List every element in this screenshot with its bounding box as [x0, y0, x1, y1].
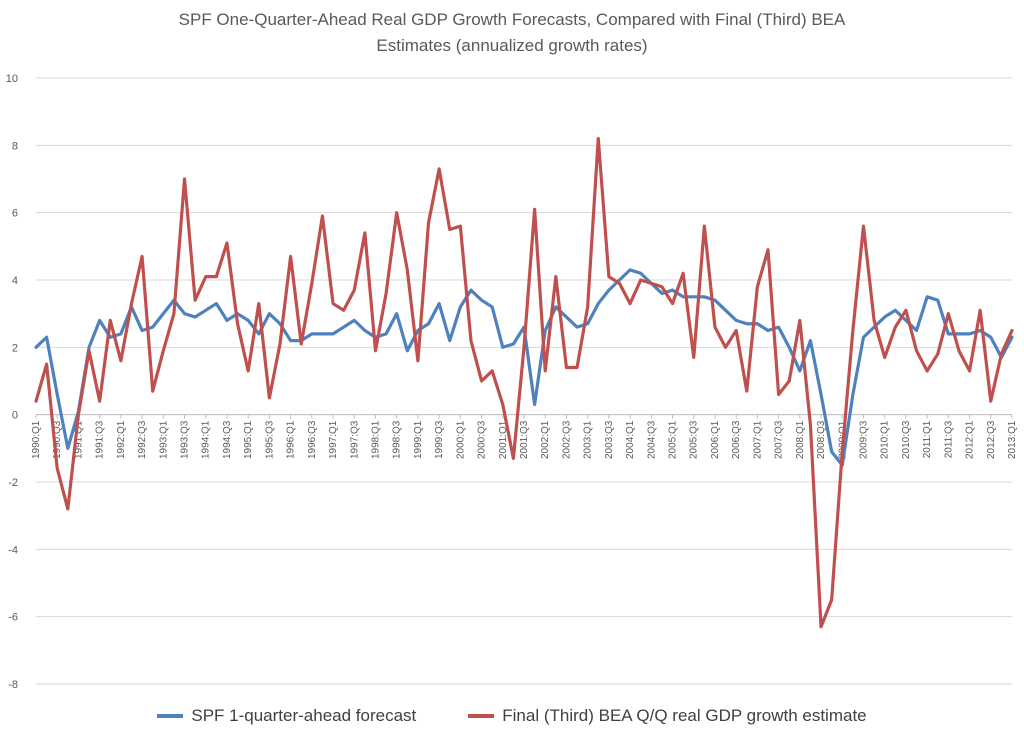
y-tick-label: 6	[12, 208, 18, 220]
x-tick-label: 1998:Q3	[392, 420, 403, 459]
y-tick-label: -4	[8, 544, 18, 556]
x-tick-label: 2005:Q3	[689, 420, 700, 459]
x-tick-label: 2004:Q3	[646, 420, 657, 459]
x-tick-label: 2008:Q1	[795, 420, 806, 459]
x-tick-label: 2006:Q3	[731, 420, 742, 459]
legend-item-spf: SPF 1-quarter-ahead forecast	[157, 706, 416, 726]
y-tick-label: 2	[12, 342, 18, 354]
x-tick-label: 2003:Q3	[604, 420, 615, 459]
x-tick-label: 2007:Q1	[752, 420, 763, 459]
legend-item-bea: Final (Third) BEA Q/Q real GDP growth es…	[468, 706, 867, 726]
legend: SPF 1-quarter-ahead forecast Final (Thir…	[0, 706, 1024, 726]
x-tick-label: 1998:Q1	[370, 420, 381, 459]
x-tick-label: 2011:Q3	[943, 420, 954, 458]
x-tick-label: 2007:Q3	[774, 420, 785, 459]
x-tick-label: 1997:Q1	[328, 420, 339, 459]
x-tick-label: 1991:Q1	[73, 420, 84, 459]
legend-label-bea: Final (Third) BEA Q/Q real GDP growth es…	[502, 706, 867, 725]
x-tick-label: 2001:Q3	[519, 420, 530, 459]
x-tick-label: 2010:Q1	[880, 420, 891, 459]
x-tick-label: 2003:Q1	[583, 420, 594, 459]
y-tick-label: 10	[6, 73, 18, 85]
legend-swatch-spf	[157, 714, 184, 718]
x-tick-label: 1994:Q3	[222, 420, 233, 459]
x-tick-label: 2000:Q1	[455, 420, 466, 459]
x-tick-label: 1996:Q3	[307, 420, 318, 459]
x-tick-label: 1993:Q3	[180, 420, 191, 459]
legend-label-spf: SPF 1-quarter-ahead forecast	[191, 706, 417, 725]
y-tick-label: -2	[8, 477, 18, 489]
x-tick-label: 1995:Q3	[264, 420, 275, 459]
x-tick-label: 2012:Q1	[965, 420, 976, 459]
x-tick-label: 1996:Q1	[286, 420, 297, 459]
x-tick-label: 1993:Q1	[158, 420, 169, 459]
x-tick-label: 1999:Q1	[413, 420, 424, 459]
x-tick-label: 2002:Q3	[561, 420, 572, 459]
x-tick-label: 1991:Q3	[95, 420, 106, 459]
legend-swatch-bea	[468, 714, 495, 718]
x-tick-label: 1994:Q1	[201, 420, 212, 459]
y-tick-label: 4	[12, 275, 18, 287]
chart-title-line-1: SPF One-Quarter-Ahead Real GDP Growth Fo…	[178, 10, 846, 29]
x-tick-label: 2008:Q3	[816, 420, 827, 459]
x-tick-label: 1992:Q3	[137, 420, 148, 459]
y-tick-label: 0	[12, 410, 18, 422]
x-tick-label: 2006:Q1	[710, 420, 721, 459]
x-tick-label: 2013:Q1	[1007, 420, 1018, 459]
chart-title-line-2: Estimates (annualized growth rates)	[376, 36, 648, 55]
x-tick-label: 2010:Q3	[901, 420, 912, 459]
x-tick-label: 1995:Q1	[243, 420, 254, 459]
x-tick-label: 2000:Q3	[477, 420, 488, 459]
x-tick-label: 2011:Q1	[922, 420, 933, 458]
y-tick-label: 8	[12, 140, 18, 152]
x-tick-label: 2004:Q1	[625, 420, 636, 459]
x-tick-label: 2012:Q3	[986, 420, 997, 459]
x-tick-label: 2009:Q3	[858, 420, 869, 459]
y-tick-label: -6	[8, 612, 18, 624]
x-tick-label: 2001:Q1	[498, 420, 509, 459]
x-tick-label: 2005:Q1	[668, 420, 679, 459]
x-tick-label: 1992:Q1	[116, 420, 127, 459]
x-tick-label: 1997:Q3	[349, 420, 360, 459]
x-tick-label: 2002:Q1	[540, 420, 551, 459]
series-line-bea-estimate	[34, 137, 1014, 629]
x-tick-label: 1990:Q3	[52, 420, 63, 459]
x-tick-label: 1999:Q3	[434, 420, 445, 459]
y-tick-label: -8	[8, 679, 18, 691]
x-tick-label: 1990:Q1	[31, 420, 42, 459]
